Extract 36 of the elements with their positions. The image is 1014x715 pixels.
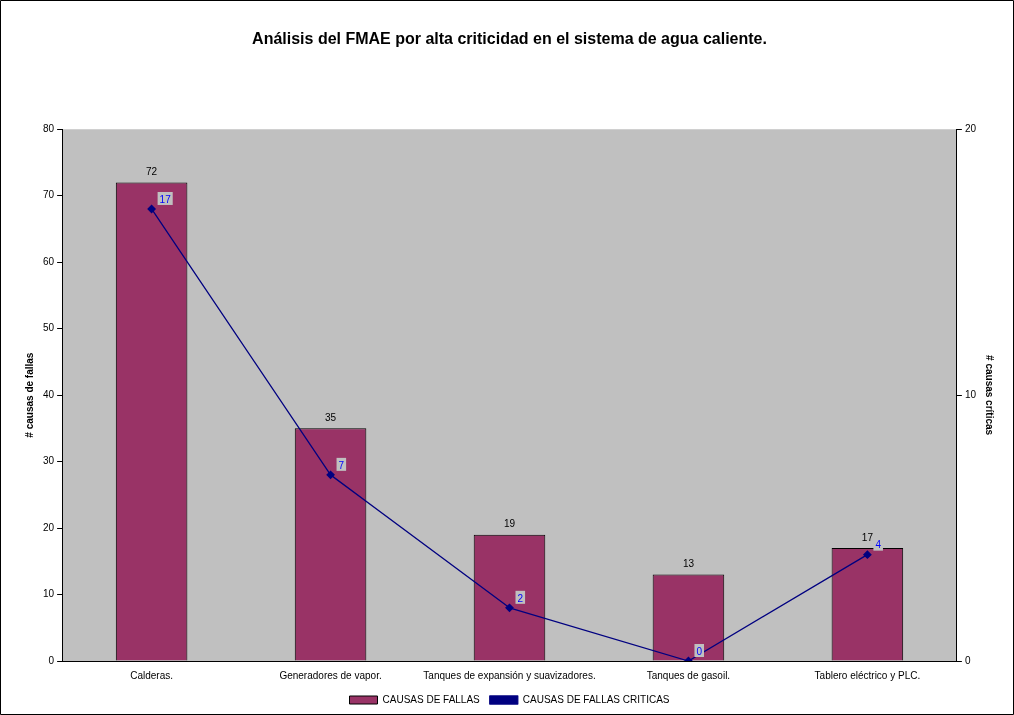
point [326,470,335,480]
point [863,550,872,559]
data-label: 0 [696,645,703,657]
y2-axis-title: # causas críticas [984,355,996,436]
data-label: 17 [159,193,172,205]
y2-tick-label: 10 [964,388,977,400]
data-label: 2 [517,592,524,604]
x-tick-label: Tanques de gasoil. [646,669,731,681]
data-label: 17 [861,531,874,543]
point [505,603,514,612]
data-label: 72 [146,166,158,178]
y-tick-label: 20 [43,521,55,533]
y-tick-label: 10 [43,588,55,600]
data-label: 7 [338,459,345,471]
x-tick-label: Calderas. [130,669,173,681]
data-label: 35 [324,412,337,424]
x-tick-label: Tablero eléctrico y PLC. [814,669,921,681]
y-tick-label: 0 [48,654,55,666]
y-tick-label: 50 [43,322,55,334]
y2-tick-label: 0 [964,654,971,666]
data-label: 4 [875,539,882,551]
x-tick-label: Generadores de vapor. [279,669,382,681]
data-label: 13 [682,558,695,570]
legend-label: CAUSAS DE FALLAS CRITICAS [522,693,670,705]
legend-label: CAUSAS DE FALLAS [382,693,481,705]
y-axis-title: # causas de fallas [23,352,35,438]
data-label: 19 [503,518,516,530]
y-tick-label: 80 [43,122,55,134]
y-tick-label: 70 [43,189,55,201]
y2-tick-label: 20 [964,122,977,134]
y-tick-label: 30 [43,455,55,467]
chart-title: Análisis del FMAE por alta criticidad en el sistema de agua caliente. [252,30,767,48]
x-tick-label: Tanques de expansión y suavizadores. [423,669,596,681]
y-tick-label: 40 [43,388,55,400]
y-tick-label: 60 [43,255,55,267]
point [147,204,156,214]
